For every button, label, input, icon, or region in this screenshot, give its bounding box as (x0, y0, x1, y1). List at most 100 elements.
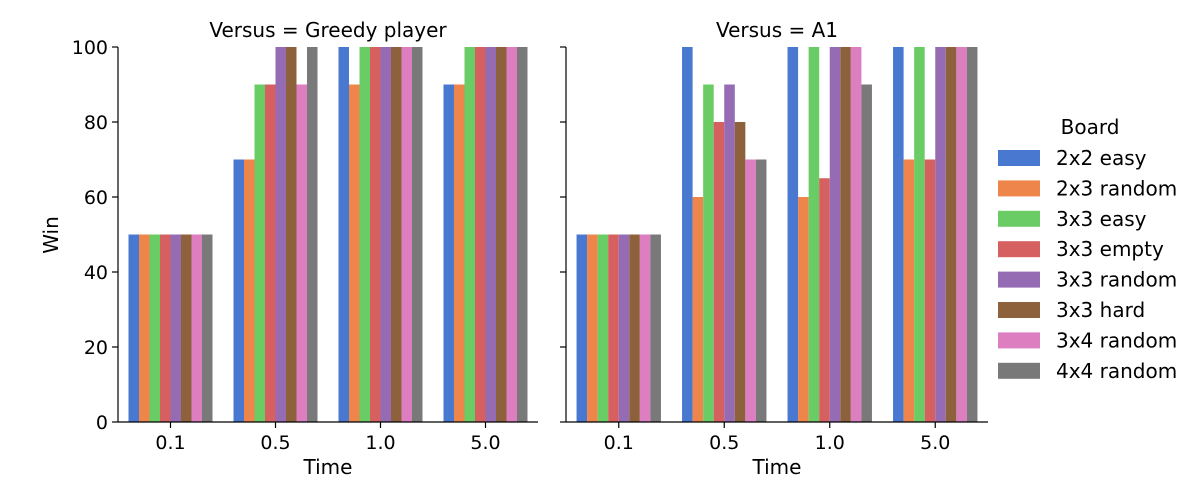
legend-label-3x3-hard: 3x3 hard (1056, 298, 1145, 322)
bar-p1-3x3-empty-0.1 (160, 234, 171, 422)
bar-p1-3x3-easy-1.0 (359, 47, 370, 422)
bar-p2-3x4-random-0.1 (639, 234, 651, 422)
x-tick-label-1-5.0: 5.0 (470, 432, 500, 454)
panel-title-1: Versus = Greedy player (209, 18, 447, 42)
legend-label-3x4-random: 3x4 random (1056, 328, 1177, 352)
x-axis-title-1: Time (303, 455, 353, 479)
bar-p2-3x3-empty-1.0 (819, 178, 830, 422)
bar-p2-3x3-empty-0.5 (713, 122, 725, 422)
bar-p2-3x3-hard-0.1 (629, 234, 640, 422)
bar-p2-3x3-hard-0.5 (734, 122, 746, 422)
y-tick-label-60: 60 (84, 187, 108, 209)
bar-p1-2x3-random-0.5 (244, 159, 255, 422)
bar-p2-3x3-empty-0.1 (608, 234, 619, 422)
bar-p1-2x3-random-0.1 (139, 234, 150, 422)
bar-p1-2x2-easy-5.0 (443, 84, 454, 422)
legend-swatch-2x2-easy (998, 150, 1040, 166)
bar-p1-2x2-easy-1.0 (338, 47, 349, 422)
bar-p2-4x4-random-0.1 (650, 234, 661, 422)
legend-swatch-3x3-empty (998, 241, 1040, 258)
bar-p1-4x4-random-0.1 (202, 234, 213, 422)
bar-p1-3x3-hard-0.5 (286, 47, 297, 422)
bar-p2-2x3-random-5.0 (903, 159, 915, 422)
bar-p2-2x2-easy-0.1 (576, 234, 588, 422)
bar-p1-3x3-easy-5.0 (464, 47, 475, 422)
x-tick-label-2-5.0: 5.0 (920, 432, 950, 454)
bar-p1-3x3-easy-0.5 (254, 84, 265, 422)
bar-p2-2x3-random-0.5 (692, 197, 704, 422)
bar-p1-3x3-empty-5.0 (475, 47, 486, 422)
y-axis-title: Win (39, 216, 63, 254)
bar-p1-3x4-random-1.0 (401, 47, 412, 422)
x-tick-label-2-1.0: 1.0 (815, 432, 845, 454)
bar-p1-3x3-random-0.5 (275, 47, 286, 422)
bar-p2-3x3-empty-5.0 (924, 159, 936, 422)
bar-p2-3x3-easy-0.5 (703, 84, 714, 422)
bar-p1-4x4-random-1.0 (412, 47, 423, 422)
legend-swatch-3x3-hard (998, 302, 1040, 318)
bar-p2-2x3-random-0.1 (587, 234, 598, 422)
bar-p1-3x4-random-0.5 (296, 84, 307, 422)
legend-swatch-4x4-random (998, 362, 1040, 379)
bar-p2-4x4-random-0.5 (755, 159, 767, 422)
bar-p1-4x4-random-0.5 (307, 47, 318, 422)
bar-p1-3x3-random-0.1 (170, 234, 181, 422)
bar-p1-2x3-random-5.0 (454, 84, 465, 422)
bar-p1-2x2-easy-0.1 (128, 234, 139, 422)
legend-label-3x3-easy: 3x3 easy (1056, 207, 1147, 231)
bar-p1-3x3-random-1.0 (380, 47, 391, 422)
x-tick-label-1-1.0: 1.0 (365, 432, 395, 454)
bar-p2-2x3-random-1.0 (798, 197, 809, 422)
legend-swatch-3x4-random (998, 332, 1040, 349)
bar-p1-3x4-random-0.1 (191, 234, 202, 422)
bar-p2-3x3-hard-5.0 (945, 47, 957, 422)
bar-p1-3x3-hard-5.0 (496, 47, 507, 422)
bar-p1-3x4-random-5.0 (506, 47, 517, 422)
bar-p2-2x2-easy-5.0 (893, 47, 904, 422)
legend-label-2x2-easy: 2x2 easy (1056, 146, 1147, 170)
y-tick-label-0: 0 (96, 412, 108, 434)
bar-p2-4x4-random-1.0 (861, 84, 872, 422)
bar-p2-3x3-random-5.0 (935, 47, 946, 422)
bar-p1-2x2-easy-0.5 (233, 159, 244, 422)
legend-label-3x3-random: 3x3 random (1056, 268, 1177, 292)
bar-p1-3x3-easy-0.1 (149, 234, 160, 422)
bar-p1-4x4-random-5.0 (517, 47, 528, 422)
legend-swatch-3x3-random (998, 271, 1040, 288)
x-tick-label-2-0.5: 0.5 (709, 432, 739, 454)
y-tick-label-40: 40 (84, 262, 108, 284)
legend-label-4x4-random: 4x4 random (1056, 359, 1177, 383)
x-tick-label-2-0.1: 0.1 (604, 432, 634, 454)
x-axis-title-2: Time (752, 455, 802, 479)
bar-p2-3x3-easy-5.0 (914, 47, 925, 422)
bar-p2-3x3-easy-1.0 (808, 47, 820, 422)
legend-label-2x3-random: 2x3 random (1056, 176, 1177, 200)
bar-p1-3x3-empty-0.5 (265, 84, 276, 422)
bar-p2-2x2-easy-0.5 (682, 47, 693, 422)
bar-p2-4x4-random-5.0 (966, 47, 978, 422)
legend-label-3x3-empty: 3x3 empty (1056, 237, 1164, 261)
bar-p2-3x3-random-1.0 (829, 47, 841, 422)
bar-p2-3x4-random-1.0 (850, 47, 862, 422)
bar-p2-3x3-random-0.5 (724, 84, 735, 422)
panel-title-2: Versus = A1 (716, 18, 838, 42)
bar-p1-2x3-random-1.0 (349, 84, 360, 422)
x-tick-label-1-0.1: 0.1 (155, 432, 185, 454)
legend-swatch-3x3-easy (998, 210, 1040, 227)
legend-title: Board (1061, 115, 1120, 139)
legend-swatch-2x3-random (998, 180, 1040, 197)
bar-p2-3x3-easy-0.1 (597, 234, 609, 422)
bar-p2-2x2-easy-1.0 (787, 47, 799, 422)
bar-p1-3x3-empty-1.0 (370, 47, 381, 422)
bar-p2-3x4-random-5.0 (956, 47, 967, 422)
x-tick-label-1-0.5: 0.5 (260, 432, 290, 454)
bar-p1-3x3-hard-0.1 (181, 234, 192, 422)
y-tick-label-20: 20 (84, 337, 108, 359)
bar-p2-3x3-hard-1.0 (840, 47, 851, 422)
y-tick-label-80: 80 (84, 112, 108, 134)
bar-p1-3x3-random-5.0 (485, 47, 496, 422)
bar-p2-3x4-random-0.5 (745, 159, 756, 422)
bar-p2-3x3-random-0.1 (618, 234, 630, 422)
